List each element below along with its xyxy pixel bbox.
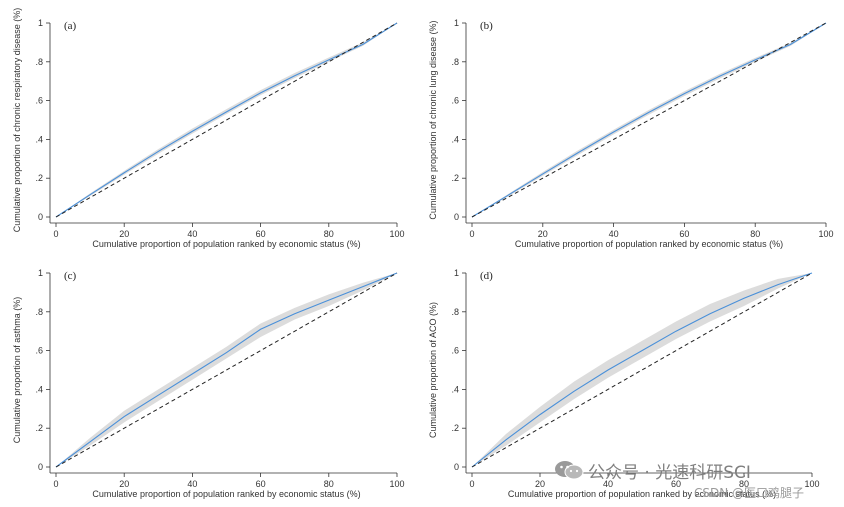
watermark: 公众号 · 光速科研SCI CSDN @医口鸡腿子 — [554, 456, 838, 502]
equality-line-b — [471, 22, 827, 218]
y-tick-label-d: 0 — [454, 462, 459, 472]
watermark-primary: 公众号 · 光速科研SCI — [588, 463, 751, 483]
y-axis-title-b: Cumulative proportion of chronic lung di… — [428, 20, 438, 219]
x-tick-label-c: 100 — [389, 479, 404, 489]
x-tick-label-d: 40 — [603, 479, 613, 489]
y-tick-label-d: 1 — [454, 268, 459, 278]
y-axis-title-c: Cumulative proportion of asthma (%) — [12, 297, 22, 444]
y-tick-label-c: .6 — [35, 346, 43, 356]
y-axis-title-a: Cumulative proportion of chronic respira… — [12, 8, 22, 233]
x-tick-label-b: 80 — [750, 229, 760, 239]
y-tick-label-c: 0 — [38, 462, 43, 472]
x-tick-label-a: 100 — [389, 229, 404, 239]
y-tick-label-d: .6 — [451, 346, 459, 356]
x-tick-label-c: 0 — [53, 479, 58, 489]
x-tick-label-a: 20 — [119, 229, 129, 239]
y-tick-label-c: .8 — [35, 307, 43, 317]
x-tick-label-d: 60 — [671, 479, 681, 489]
x-tick-label-d: 100 — [804, 479, 819, 489]
y-tick-label-d: .8 — [451, 307, 459, 317]
x-tick-label-c: 60 — [256, 479, 266, 489]
y-tick-label-a: .6 — [35, 96, 43, 106]
y-tick-label-a: .8 — [35, 57, 43, 67]
concentration-curve-b — [471, 22, 827, 218]
chart-panel-b: 0 20 40 60 80 100 0 .2 .4 .6 .8 1 Cumulative proport… — [428, 18, 834, 249]
x-axis-title-d: Cumulative proportion of population rank… — [508, 489, 776, 499]
y-tick-label-a: 1 — [38, 18, 43, 28]
y-tick-label-d: .2 — [451, 423, 459, 433]
x-axis-title-b: Cumulative proportion of population rank… — [515, 239, 783, 249]
x-tick-label-c: 40 — [187, 479, 197, 489]
x-tick-label-b: 60 — [679, 229, 689, 239]
x-axis-title-a: Cumulative proportion of population rank… — [92, 239, 360, 249]
y-tick-label-b: .6 — [451, 96, 459, 106]
panel-label-b: (b) — [480, 20, 493, 32]
watermark-secondary: CSDN @医口鸡腿子 — [694, 486, 805, 500]
x-tick-label-b: 40 — [609, 229, 619, 239]
y-tick-label-b: 1 — [454, 18, 459, 28]
x-tick-label-c: 20 — [119, 479, 129, 489]
panel-label-c: (c) — [64, 270, 77, 282]
chart-panel-c: 0 20 40 60 80 100 0 .2 .4 .6 .8 1 Cumulative proport… — [12, 268, 405, 499]
x-tick-label-d: 80 — [739, 479, 749, 489]
chart-panel-a: 0 20 40 60 80 100 0 .2 .4 .6 .8 1 Cumulative proport… — [12, 8, 405, 249]
x-tick-label-b: 20 — [538, 229, 548, 239]
x-tick-label-b: 100 — [818, 229, 833, 239]
x-axis-title-c: Cumulative proportion of population rank… — [92, 489, 360, 499]
y-tick-label-b: 0 — [454, 212, 459, 222]
x-tick-label-a: 80 — [324, 229, 334, 239]
x-tick-label-c: 80 — [324, 479, 334, 489]
panel-label-d: (d) — [480, 270, 493, 282]
concentration-curve-a — [55, 22, 398, 218]
concentration-curve-c — [55, 272, 398, 468]
y-tick-label-d: .4 — [451, 384, 459, 394]
x-tick-label-b: 0 — [469, 229, 474, 239]
y-tick-label-b: .4 — [451, 134, 459, 144]
y-tick-label-a: .2 — [35, 173, 43, 183]
wechat-icon — [554, 459, 584, 481]
chart-panel-d: 0 20 40 60 80 100 0 .2 .4 .6 .8 1 Cumulative proport… — [428, 268, 820, 499]
y-tick-label-b: .8 — [451, 57, 459, 67]
y-tick-label-c: 1 — [38, 268, 43, 278]
x-tick-label-d: 0 — [469, 479, 474, 489]
y-tick-label-a: 0 — [38, 212, 43, 222]
y-tick-label-b: .2 — [451, 173, 459, 183]
y-axis-title-d: Cumulative proportion of ACO (%) — [428, 302, 438, 438]
x-tick-label-a: 60 — [256, 229, 266, 239]
equality-line-c — [55, 272, 398, 468]
y-tick-label-a: .4 — [35, 134, 43, 144]
x-tick-label-a: 0 — [53, 229, 58, 239]
equality-line-d — [471, 272, 813, 468]
panel-label-a: (a) — [64, 20, 77, 32]
y-tick-label-c: .2 — [35, 423, 43, 433]
x-tick-label-a: 40 — [187, 229, 197, 239]
x-tick-label-d: 20 — [535, 479, 545, 489]
y-tick-label-c: .4 — [35, 384, 43, 394]
equality-line-a — [55, 22, 398, 218]
concentration-curve-d — [471, 272, 813, 468]
